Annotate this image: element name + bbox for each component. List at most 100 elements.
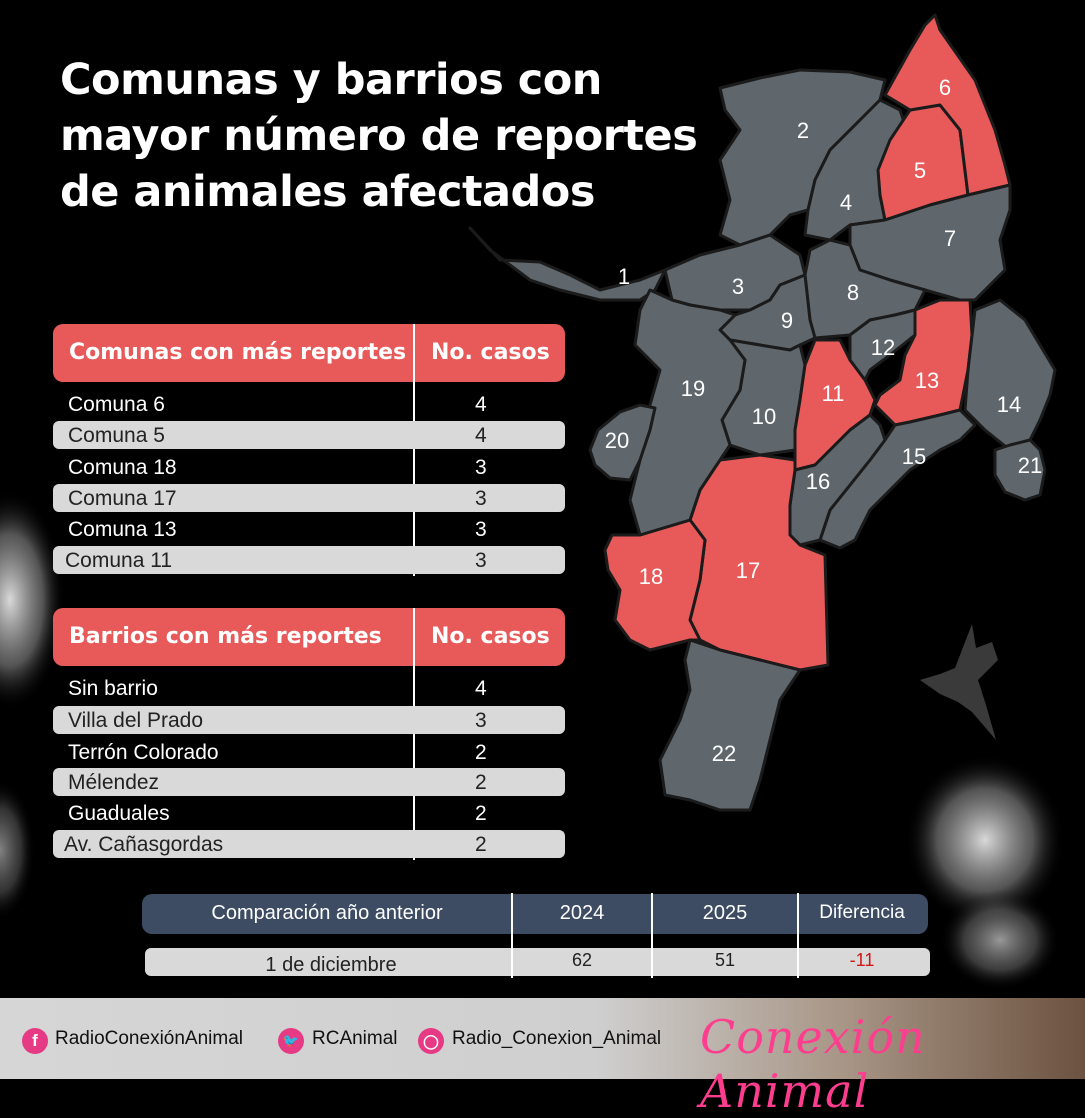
comparison-divider <box>511 893 513 978</box>
comuna-region-20 <box>588 403 657 482</box>
facebook-handle[interactable]: RadioConexiónAnimal <box>55 1028 243 1049</box>
comparison-header-2024: 2024 <box>559 902 605 924</box>
comuna-cases: 3 <box>475 518 487 541</box>
comuna-label-14: 14 <box>997 392 1021 417</box>
barrios-table-header: Barrios con más reportes No. casos <box>53 608 565 666</box>
comunas-row: Comuna 11 3 <box>53 546 565 574</box>
barrios-row: Sin barrio 4 <box>53 674 565 702</box>
barrios-row: Av. Cañasgordas 2 <box>53 830 565 858</box>
barrios-row: Guaduales 2 <box>53 799 565 827</box>
barrio-cases: 2 <box>475 802 487 825</box>
barrio-name: Mélendez <box>68 771 160 794</box>
comuna-name: Comuna 18 <box>68 456 177 479</box>
comparison-value-2025: 51 <box>714 950 736 970</box>
comunas-table-divider <box>413 324 415 576</box>
comuna-label-6: 6 <box>939 75 951 100</box>
barrio-cases: 2 <box>475 833 487 856</box>
comuna-label-20: 20 <box>605 428 629 453</box>
comuna-label-18: 18 <box>639 564 663 589</box>
barrio-name: Sin barrio <box>68 677 158 700</box>
comparison-header-diff: Diferencia <box>819 902 905 923</box>
comuna-region-19 <box>628 288 747 537</box>
comuna-cases: 4 <box>475 393 487 416</box>
comuna-label-21: 21 <box>1018 453 1042 478</box>
comuna-label-1: 1 <box>618 264 630 289</box>
comunas-table-header: Comunas con más reportes No. casos <box>53 324 565 382</box>
comuna-name: Comuna 13 <box>68 518 177 541</box>
barrio-cases: 2 <box>475 771 487 794</box>
comuna-label-9: 9 <box>781 308 793 333</box>
comuna-label-10: 10 <box>752 404 776 429</box>
barrio-name: Villa del Prado <box>68 709 204 732</box>
barrio-cases: 3 <box>475 709 487 732</box>
title-line-1: Comunas y barrios con <box>60 55 602 105</box>
comuna-label-19: 19 <box>681 376 705 401</box>
barrios-row: Terrón Colorado 2 <box>53 738 565 766</box>
barrios-table-divider <box>413 608 415 860</box>
comuna-label-11: 11 <box>822 381 845 406</box>
comuna-label-2: 2 <box>797 118 809 143</box>
comuna-label-5: 5 <box>914 158 926 183</box>
comparison-row: 1 de diciembre 62 51 -11 <box>145 948 930 976</box>
bird-icon <box>920 624 998 740</box>
comuna-cases: 3 <box>475 456 487 479</box>
barrio-cases: 2 <box>475 741 487 764</box>
footer: f RadioConexiónAnimal 🐦 RCAnimal ◯ Radio… <box>0 998 1085 1118</box>
comunas-header-label: Comunas con más reportes <box>69 340 407 365</box>
twitter-handle[interactable]: RCAnimal <box>312 1028 398 1049</box>
comuna-name: Comuna 17 <box>68 487 177 510</box>
comparison-header-label: Comparación año anterior <box>211 902 443 924</box>
comunas-row: Comuna 5 4 <box>53 421 565 449</box>
comuna-label-12: 12 <box>871 335 895 360</box>
comunas-row: Comuna 13 3 <box>53 515 565 543</box>
comuna-region-21 <box>993 438 1047 502</box>
smoke-left-lower <box>0 780 35 920</box>
comunas-row: Comuna 17 3 <box>53 484 565 512</box>
comparison-divider <box>797 893 799 978</box>
comuna-cases: 4 <box>475 424 487 447</box>
twitter-icon[interactable]: 🐦 <box>278 1028 304 1054</box>
comunas-row: Comuna 6 4 <box>53 390 565 418</box>
barrio-name: Av. Cañasgordas <box>64 833 224 856</box>
title-line-3: de animales afectados <box>60 167 595 217</box>
comuna-name: Comuna 11 <box>65 549 173 572</box>
comuna-label-4: 4 <box>840 190 852 215</box>
barrio-cases: 4 <box>475 677 487 700</box>
comuna-label-22: 22 <box>712 741 736 766</box>
smoke-right <box>905 755 1065 925</box>
comuna-label-3: 3 <box>732 274 744 299</box>
comuna-label-13: 13 <box>915 368 939 393</box>
instagram-handle[interactable]: Radio_Conexion_Animal <box>452 1028 662 1049</box>
comparison-value-diff: -11 <box>849 950 875 970</box>
comuna-region-1 <box>468 226 667 302</box>
comunas-row: Comuna 18 3 <box>53 453 565 481</box>
facebook-icon[interactable]: f <box>22 1028 48 1054</box>
smoke-right-lower <box>940 890 1060 990</box>
background-decor <box>0 490 1065 990</box>
page-title: Comunas y barrios con mayor número de re… <box>60 52 750 220</box>
comuna-name: Comuna 5 <box>68 424 165 447</box>
comuna-region-14 <box>963 298 1057 452</box>
brand-logo: Conexión Animal <box>700 1010 926 1118</box>
comuna-label-15: 15 <box>902 444 926 469</box>
comparison-header-2025: 2025 <box>702 902 748 924</box>
barrio-name: Terrón Colorado <box>68 741 219 764</box>
comuna-region-22 <box>658 638 802 812</box>
barrio-name: Guaduales <box>68 802 170 825</box>
title-line-2: mayor número de reportes <box>60 111 698 161</box>
comuna-cases: 3 <box>475 487 487 510</box>
comuna-label-8: 8 <box>847 280 859 305</box>
barrios-row: Villa del Prado 3 <box>53 706 565 734</box>
comuna-label-16: 16 <box>806 469 830 494</box>
comparison-divider <box>651 893 653 978</box>
comuna-label-17: 17 <box>736 558 760 583</box>
barrios-row: Mélendez 2 <box>53 768 565 796</box>
comparison-date: 1 de diciembre <box>265 954 397 976</box>
barrios-header-cases: No. casos <box>431 624 550 649</box>
smoke-left <box>0 490 65 710</box>
instagram-icon[interactable]: ◯ <box>418 1028 444 1054</box>
comuna-region-6 <box>883 13 1012 197</box>
barrios-header-label: Barrios con más reportes <box>69 624 382 649</box>
comuna-name: Comuna 6 <box>68 393 165 416</box>
